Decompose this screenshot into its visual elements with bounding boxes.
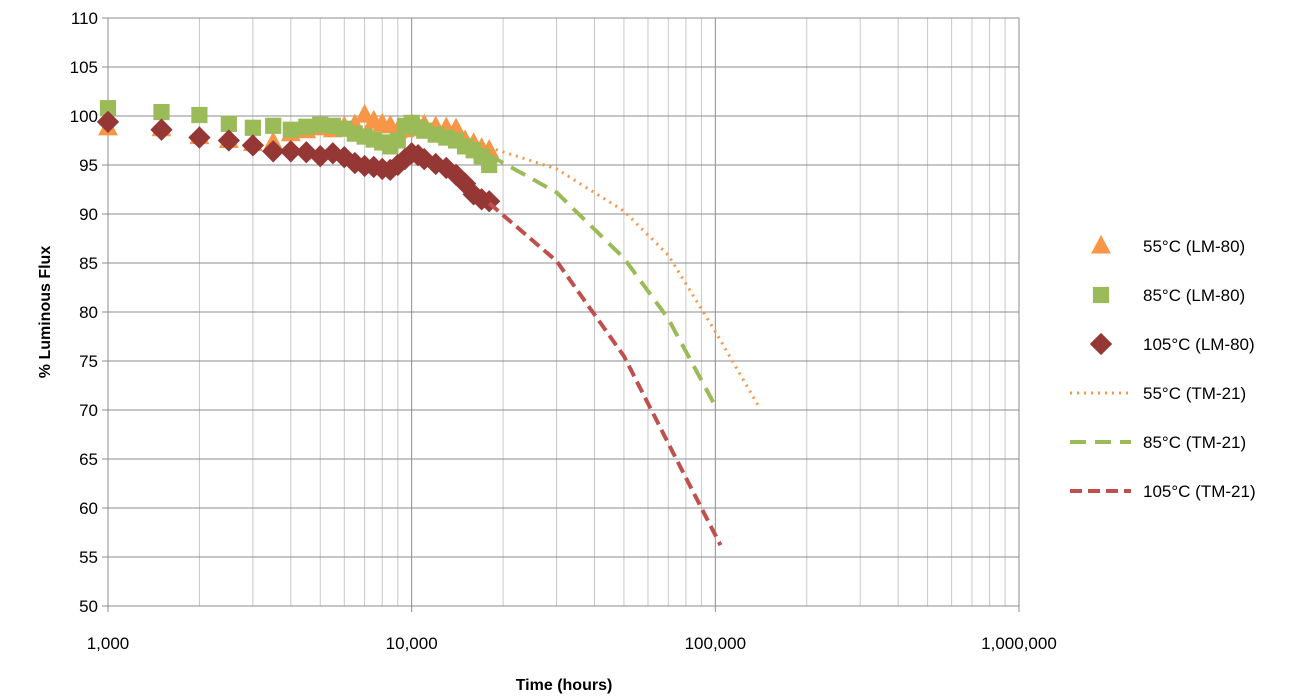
series-line [488, 153, 718, 408]
y-tick-label: 95 [79, 156, 98, 175]
data-point [312, 116, 329, 133]
data-point [99, 100, 117, 117]
data-point [220, 115, 237, 132]
y-axis-title: % Luminous Flux [37, 246, 54, 379]
y-tick-label: 55 [79, 548, 98, 567]
series-5 [488, 153, 718, 408]
data-point [321, 142, 344, 165]
data-point [389, 132, 406, 149]
legend-item: 55°C (LM-80) [1091, 234, 1245, 256]
data-point [279, 140, 302, 163]
y-tick-label: 65 [79, 450, 98, 469]
data-point [298, 118, 315, 135]
legend-label: 105°C (TM-21) [1143, 482, 1256, 501]
legend-item: 105°C (TM-21) [1070, 482, 1256, 501]
data-point [265, 117, 282, 134]
data-point [343, 151, 367, 175]
y-tick-label: 50 [79, 597, 98, 616]
y-tick-label: 85 [79, 254, 98, 273]
data-series [96, 100, 761, 547]
y-tick-label: 60 [79, 499, 98, 518]
data-point [217, 129, 241, 152]
data-point [191, 106, 208, 124]
data-point [435, 156, 458, 180]
series-line [487, 201, 723, 547]
legend-marker-swatch [1091, 234, 1111, 254]
data-point [333, 146, 356, 169]
data-point [424, 152, 447, 176]
legend-label: 55°C (LM-80) [1143, 237, 1245, 256]
legend-item: 55°C (TM-21) [1070, 384, 1246, 403]
grid [107, 17, 1020, 607]
legend-label: 55°C (TM-21) [1143, 384, 1246, 403]
legend: 55°C (LM-80) 85°C (LM-80) 105°C (LM-80) 55°… [1070, 234, 1256, 501]
axes: 50 55 60 65 70 75 80 85 90 95 100 105 110 1,000 10,000… [70, 9, 1057, 653]
legend-label: 85°C (TM-21) [1143, 433, 1246, 452]
data-point [481, 156, 498, 174]
x-tick-label: 100,000 [685, 634, 746, 653]
series-2 [99, 100, 498, 174]
data-point [153, 103, 170, 121]
data-point [453, 172, 477, 195]
y-tick-label: 105 [70, 58, 98, 77]
y-tick-label: 110 [71, 9, 98, 28]
data-point [188, 126, 211, 149]
x-tick-label: 10,000 [386, 634, 438, 653]
y-tick-label: 70 [79, 401, 98, 420]
series-4 [488, 145, 761, 409]
legend-label: 85°C (LM-80) [1143, 286, 1245, 305]
legend-marker-swatch [1092, 286, 1110, 304]
data-point [262, 140, 285, 163]
data-point [96, 110, 120, 134]
data-point [150, 118, 173, 141]
series-6 [487, 201, 723, 547]
series-3 [96, 110, 501, 213]
legend-marker-swatch [1089, 332, 1113, 356]
y-tick-label: 80 [79, 303, 98, 322]
data-point [244, 119, 261, 136]
legend-item: 105°C (LM-80) [1089, 332, 1255, 356]
data-point [282, 121, 299, 138]
data-point [241, 134, 265, 157]
legend-item: 85°C (LM-80) [1092, 286, 1245, 305]
y-tick-label: 100 [70, 107, 98, 126]
series-line [488, 145, 761, 409]
x-axis-title: Time (hours) [516, 677, 613, 694]
legend-label: 105°C (LM-80) [1143, 335, 1255, 354]
legend-item: 85°C (TM-21) [1070, 433, 1246, 452]
x-tick-label: 1,000,000 [981, 634, 1057, 653]
x-tick-label: 1,000 [87, 634, 130, 653]
y-tick-label: 75 [79, 352, 98, 371]
y-tick-label: 90 [79, 205, 98, 224]
